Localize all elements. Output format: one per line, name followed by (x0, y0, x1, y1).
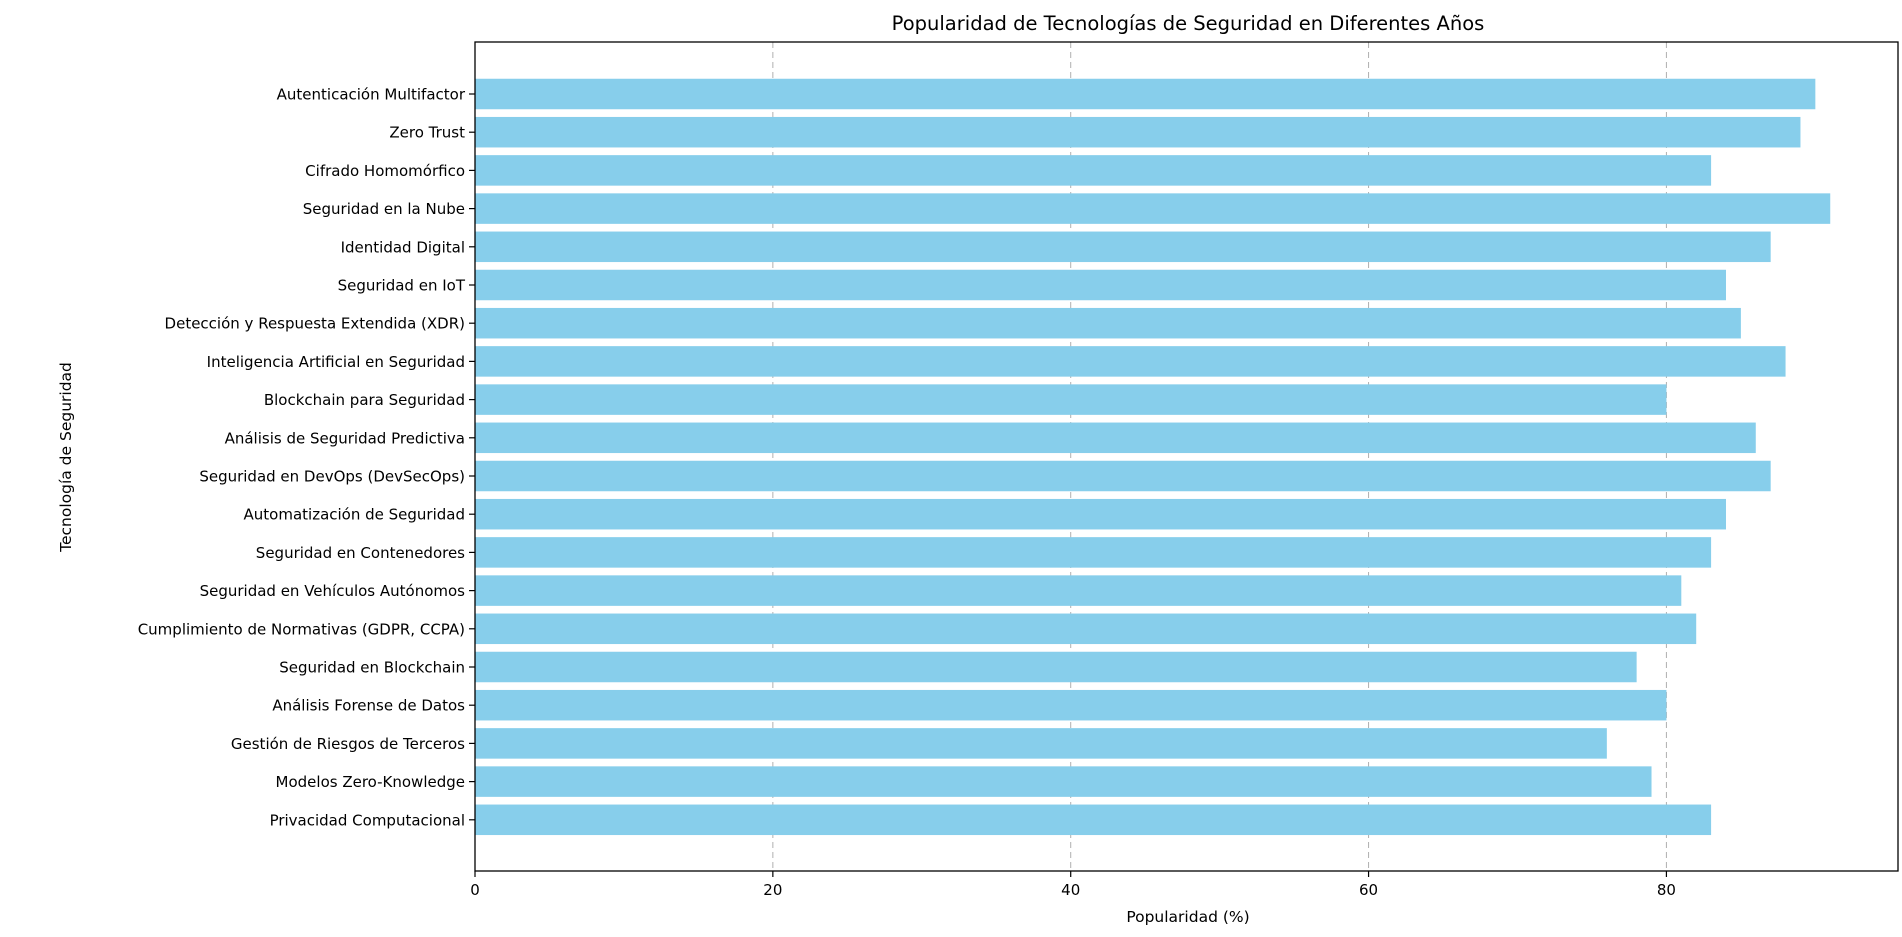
x-tick-label: 0 (470, 881, 480, 899)
bar (475, 728, 1607, 759)
x-tick-label: 40 (1061, 881, 1080, 899)
x-axis: 0 20 40 60 80 (470, 871, 1676, 899)
y-tick-label: Seguridad en IoT (338, 277, 466, 295)
chart-title: Popularidad de Tecnologías de Seguridad … (892, 12, 1485, 35)
bar (475, 384, 1667, 415)
y-tick-label: Gestión de Riesgos de Terceros (231, 735, 465, 753)
bar (475, 804, 1712, 836)
bar (475, 78, 1816, 110)
y-tick-label: Seguridad en Contenedores (256, 544, 465, 562)
bar (475, 537, 1712, 568)
y-tick-label: Cumplimiento de Normativas (GDPR, CCPA) (138, 620, 465, 638)
bar (475, 116, 1801, 148)
bar (475, 766, 1652, 797)
bar (475, 422, 1756, 454)
y-tick-label: Automatización de Seguridad (244, 506, 465, 524)
y-tick-label: Seguridad en la Nube (303, 200, 465, 218)
y-tick-label: Privacidad Computacional (270, 811, 465, 829)
x-tick-label: 20 (763, 881, 782, 899)
y-tick-label: Seguridad en DevOps (DevSecOps) (199, 468, 465, 486)
y-tick-label: Inteligencia Artificial en Seguridad (207, 353, 465, 371)
y-tick-label: Análisis Forense de Datos (272, 697, 465, 715)
x-tick-label: 60 (1359, 881, 1378, 899)
bar (475, 231, 1771, 263)
bar (475, 346, 1786, 377)
y-tick-label: Detección y Respuesta Extendida (XDR) (165, 315, 465, 333)
y-tick-label: Seguridad en Blockchain (279, 659, 465, 677)
y-tick-label: Identidad Digital (341, 238, 465, 256)
y-tick-label: Blockchain para Seguridad (264, 391, 465, 409)
y-tick-label: Modelos Zero-Knowledge (276, 773, 465, 791)
y-tick-label: Zero Trust (389, 124, 465, 142)
bar (475, 269, 1726, 301)
y-tick-labels: Autenticación Multifactor Zero Trust Cifra… (138, 86, 475, 829)
bar (475, 193, 1831, 224)
y-axis-title: Tecnología de Seguridad (57, 362, 75, 553)
bar (475, 155, 1712, 186)
y-tick-label: Cifrado Homomórfico (305, 162, 465, 180)
bar (475, 613, 1697, 645)
y-tick-label: Seguridad en Vehículos Autónomos (200, 582, 466, 600)
bar (475, 575, 1682, 606)
bar (475, 460, 1771, 492)
bars (475, 78, 1831, 836)
bar (475, 689, 1667, 721)
y-tick-label: Autenticación Multifactor (277, 86, 466, 104)
y-tick-label: Análisis de Seguridad Predictiva (225, 429, 465, 447)
bar (475, 651, 1637, 683)
x-axis-title: Popularidad (%) (1126, 908, 1249, 926)
bar (475, 498, 1726, 530)
plot-frame (474, 41, 1899, 872)
bar (475, 307, 1741, 339)
x-tick-label: 80 (1657, 881, 1676, 899)
